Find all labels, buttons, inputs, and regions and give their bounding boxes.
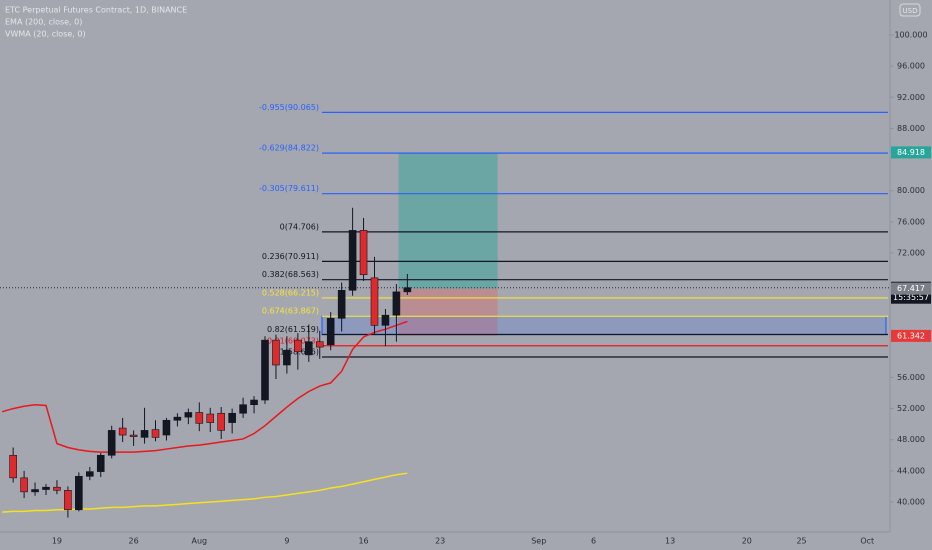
fib-label: 0.91(60.073) [267, 336, 319, 345]
price-tag-label: 67.417 [897, 284, 925, 293]
currency-box[interactable] [899, 3, 921, 17]
x-tick-label: 6 [591, 537, 596, 546]
fib-label: 0.674(63.867) [262, 307, 319, 316]
plot: 100.000 96.000 92.000 88.000 80.000 76.000 72.… [0, 31, 931, 546]
indicator-label: EMA (200, close, 0) [5, 18, 82, 27]
candle-body [392, 291, 401, 316]
candle-body [403, 287, 412, 293]
currency[interactable]: USD [903, 7, 918, 15]
candle-body [304, 341, 313, 356]
x-tick-label: 16 [358, 537, 368, 546]
support-zone [321, 315, 887, 336]
candle-body [162, 419, 171, 436]
price-tag [891, 146, 931, 159]
target-zone [398, 152, 498, 289]
candle-body [239, 404, 247, 414]
candle-body [42, 486, 50, 490]
price-tag [891, 282, 931, 295]
candle-body [151, 429, 160, 438]
candle-body [261, 339, 269, 401]
candle-body [348, 230, 357, 291]
x-tick-label: 13 [665, 537, 675, 546]
candle-body [337, 289, 346, 319]
candle-body [53, 486, 61, 491]
candle-body [195, 412, 204, 424]
candle-body [20, 477, 28, 493]
candle-body [228, 412, 236, 423]
candle-body [326, 318, 335, 346]
countdown: 15:35:57 [893, 293, 929, 302]
candle-body [217, 412, 225, 431]
fib-label: 0.528(66.215) [262, 288, 319, 297]
y-tick-label: 48.000 [897, 435, 925, 444]
y-tick-label: 88.000 [897, 124, 925, 133]
candle-body [173, 416, 182, 421]
candle-body [206, 413, 215, 423]
fib-label: 0.236(70.911) [262, 252, 319, 261]
y-tick-label: 92.000 [897, 93, 925, 102]
y-tick-label: 96.000 [897, 62, 925, 71]
price-tag-label: 84.918 [897, 148, 925, 157]
x-tick-label: Oct [860, 537, 874, 546]
price-tag-label: 61.342 [897, 331, 925, 340]
y-tick-label: 80.000 [897, 186, 925, 195]
fib-label: 0.382(68.563) [262, 270, 319, 279]
candle-body [283, 349, 291, 366]
x-tick-label: Sep [531, 537, 546, 546]
fib-label: 0.82(61.519) [267, 325, 319, 334]
candle-body [294, 339, 302, 353]
indicator-label: VWMA (20, close, 0) [5, 30, 86, 39]
x-tick-label: 20 [742, 537, 752, 546]
candle-body [140, 430, 149, 438]
candle-body [64, 490, 72, 511]
candle-body [31, 489, 39, 493]
candle-body [381, 314, 390, 326]
y-tick-label: 40.000 [897, 497, 925, 506]
candle-body [86, 471, 94, 477]
y-tick-label: 76.000 [897, 217, 925, 226]
chart-title: ETC Perpetual Futures Contract, 1D, BINA… [5, 6, 187, 15]
x-tick-label: Aug [191, 537, 207, 546]
indicator-line [1, 320, 408, 453]
candle-body [315, 341, 324, 348]
fib-label: -0.955(90.065) [259, 103, 319, 112]
x-tick-label: 26 [129, 537, 139, 546]
fib-label: 0(74.706) [280, 222, 319, 231]
candle-body [250, 399, 258, 405]
fib-label: -0.629(84.822) [259, 144, 319, 153]
candle-body [118, 427, 127, 436]
candle-body [75, 475, 83, 511]
y-tick-label: 100.000 [894, 31, 927, 40]
fib-label: -0.305(79.611) [259, 184, 319, 193]
y-tick-label: 56.000 [897, 373, 925, 382]
stop-zone [398, 288, 498, 336]
candle-body [184, 412, 193, 418]
x-tick-label: 23 [435, 537, 445, 546]
candle-body [359, 230, 368, 276]
candle-body [96, 454, 105, 472]
candle-body [107, 430, 116, 456]
price-tag [891, 329, 931, 342]
candle-body [272, 339, 280, 366]
y-tick-label: 72.000 [897, 248, 925, 257]
x-tick-label: 19 [52, 537, 62, 546]
x-tick-label: 25 [796, 537, 806, 546]
candle-body [9, 454, 17, 479]
y-tick-label: 52.000 [897, 404, 925, 413]
x-tick-label: 9 [284, 537, 289, 546]
candle-body [370, 277, 379, 326]
y-tick-label: 44.000 [897, 466, 925, 475]
candle-body [129, 434, 138, 437]
